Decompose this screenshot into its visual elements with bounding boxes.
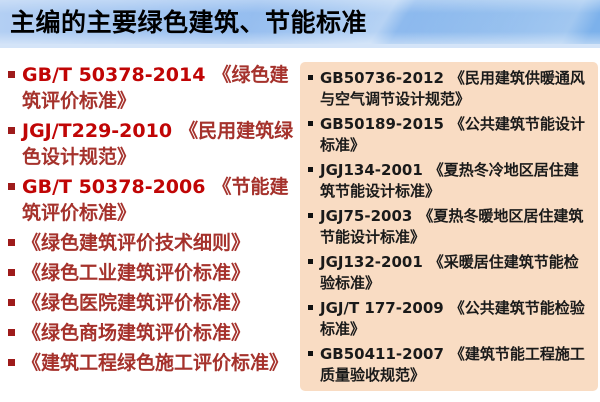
bullet-square-icon xyxy=(308,351,313,356)
standard-name: 《夏热冬冷地区居住建筑节能设计标准》 xyxy=(320,161,579,200)
bullet-square-icon xyxy=(8,127,15,134)
standard-code: JGJ/T229-2010 xyxy=(22,120,173,142)
standard-name: 《民用建筑供暖通风与空气调节设计规范》 xyxy=(320,69,585,108)
standard-name: 《绿色医院建筑评价标准》 xyxy=(22,292,251,314)
list-item: 《绿色医院建筑评价标准》 xyxy=(8,290,296,316)
title-banner: 主编的主要绿色建筑、节能标准 xyxy=(0,0,600,48)
standard-name: 《绿色建筑评价技术细则》 xyxy=(22,232,251,254)
standard-name: 《公共建筑节能设计标准》 xyxy=(320,115,585,154)
standard-name: 《夏热冬暖地区居住建筑节能设计标准》 xyxy=(320,207,584,246)
bullet-square-icon xyxy=(8,269,15,276)
standard-code: JGJ/T 177-2009 xyxy=(320,299,444,317)
standard-name: 《绿色工业建筑评价标准》 xyxy=(22,262,251,284)
list-item: JGJ/T229-2010 《民用建筑绿色设计规范》 xyxy=(8,118,296,170)
standard-code: GB/T 50378-2014 xyxy=(22,64,206,86)
bullet-square-icon xyxy=(308,75,313,80)
standard-code: GB/T 50378-2006 xyxy=(22,176,206,198)
bullet-square-icon xyxy=(8,299,15,306)
standard-code: JGJ134-2001 xyxy=(320,161,423,179)
list-item: GB/T 50378-2006 《节能建筑评价标准》 xyxy=(8,174,296,226)
bullet-square-icon xyxy=(308,213,313,218)
list-item: 《建筑工程绿色施工评价标准》 xyxy=(8,350,296,376)
standard-code: GB50189-2015 xyxy=(320,115,444,133)
list-item: JGJ132-2001 《采暖居住建筑节能检验标准》 xyxy=(308,252,592,294)
standard-name: 《采暖居住建筑节能检验标准》 xyxy=(320,253,579,292)
bullet-square-icon xyxy=(8,71,15,78)
standard-code: GB50736-2012 xyxy=(320,69,444,87)
list-item: 《绿色工业建筑评价标准》 xyxy=(8,260,296,286)
standard-name: 《节能建筑评价标准》 xyxy=(22,176,289,224)
list-item: GB50189-2015 《公共建筑节能设计标准》 xyxy=(308,114,592,156)
standard-name: 《绿色商场建筑评价标准》 xyxy=(22,322,251,344)
bullet-square-icon xyxy=(8,359,15,366)
list-item: 《绿色建筑评价技术细则》 xyxy=(8,230,296,256)
bullet-square-icon xyxy=(8,239,15,246)
bullet-square-icon xyxy=(308,121,313,126)
list-item: JGJ134-2001 《夏热冬冷地区居住建筑节能设计标准》 xyxy=(308,160,592,202)
standard-code: GB50411-2007 xyxy=(320,345,444,363)
list-item: 《绿色商场建筑评价标准》 xyxy=(8,320,296,346)
bullet-square-icon xyxy=(308,305,313,310)
slide-title: 主编的主要绿色建筑、节能标准 xyxy=(10,8,368,37)
list-item: JGJ/T 177-2009 《公共建筑节能检验标准》 xyxy=(308,298,592,340)
bullet-square-icon xyxy=(308,167,313,172)
standard-code: JGJ75-2003 xyxy=(320,207,413,225)
standard-code: JGJ132-2001 xyxy=(320,253,423,271)
left-standards-list: GB/T 50378-2014 《绿色建筑评价标准》 JGJ/T229-2010 《… xyxy=(8,62,296,380)
list-item: JGJ75-2003 《夏热冬暖地区居住建筑节能设计标准》 xyxy=(308,206,592,248)
bullet-square-icon xyxy=(8,183,15,190)
bullet-square-icon xyxy=(308,259,313,264)
list-item: GB50736-2012 《民用建筑供暖通风与空气调节设计规范》 xyxy=(308,68,592,110)
standard-name: 《公共建筑节能检验标准》 xyxy=(320,299,585,338)
right-standards-panel: GB50736-2012 《民用建筑供暖通风与空气调节设计规范》 GB50189-… xyxy=(300,62,598,391)
standard-name: 《民用建筑绿色设计规范》 xyxy=(22,120,294,168)
standard-name: 《建筑节能工程施工质量验收规范》 xyxy=(320,345,585,384)
standard-name: 《建筑工程绿色施工评价标准》 xyxy=(22,352,289,374)
list-item: GB50411-2007 《建筑节能工程施工质量验收规范》 xyxy=(308,344,592,386)
list-item: GB/T 50378-2014 《绿色建筑评价标准》 xyxy=(8,62,296,114)
standard-name: 《绿色建筑评价标准》 xyxy=(22,64,289,112)
bullet-square-icon xyxy=(8,329,15,336)
